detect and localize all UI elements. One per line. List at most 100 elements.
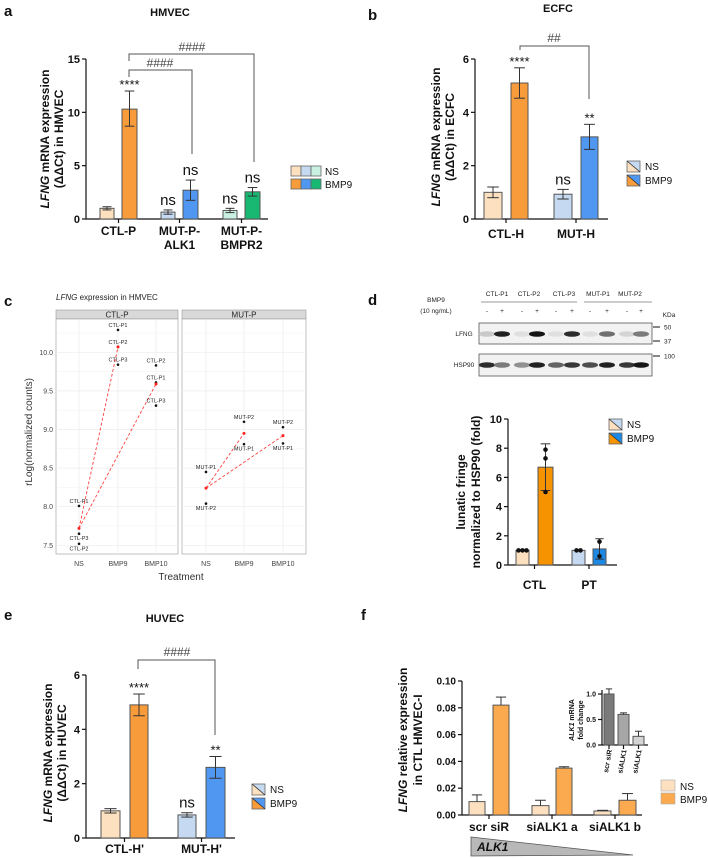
legend-swatch-diagonal [251,783,266,796]
data-point [597,553,602,559]
protein-band [494,331,510,337]
lane-treatment-sign: + [500,308,504,315]
legend-swatch [626,174,641,187]
data-point [520,548,525,553]
significance-label: **** [119,77,139,92]
legend-swatch-diagonal [626,160,641,173]
y-tick-label: 8.0 [43,504,53,511]
y-axis-label-line2: (ΔΔCt) in HUVEC [55,704,69,802]
panel-label: c [4,293,12,310]
bar-bmp9 [492,704,510,816]
data-point [154,404,158,407]
x-tick-label: siALK1 [617,749,628,774]
gradient-label: ALK1 [476,840,509,854]
group-mean-point [204,486,208,490]
legend-label: NS [627,420,641,431]
sample-group-label: MUT-P1 [586,291,610,298]
legend-swatch-diagonal [608,418,623,431]
legend: NS BMP9 [290,165,353,191]
y-tick-label: 4 [74,724,81,736]
protein-band [619,362,635,368]
y-label-text: mRNA [569,699,576,722]
lane-treatment-sign: + [570,308,574,315]
x-category-label: siALK1 b [589,820,641,834]
y-label-gene: LFNG [38,176,52,209]
x-category-label: BMPR2 [220,238,262,252]
treatment-concentration: (10 ng/mL) [420,308,451,315]
panel-label: b [368,7,377,24]
blot-row-label: HSP90 [454,362,475,369]
y-axis-label: lunatic fringe normalized to HSP90 (fold) [454,416,483,569]
legend-label: BMP9 [680,795,708,806]
lane-treatment-sign: - [555,308,557,315]
x-axis-label: Treatment [158,572,203,583]
significance-label: **** [509,54,529,69]
y-tick-label: 6 [463,54,469,66]
chart-title: HUVEC [146,613,185,625]
y-tick-label: 7.5 [43,543,53,550]
bar-bmp9 [618,799,637,816]
legend-label: NS [270,785,284,796]
chart-b: b ECFC LFNG mRNA expression (ΔΔCt) in ECFC 0… [368,3,673,241]
x-tick-label: BMP9 [108,561,127,568]
x-category-label: CTL-H' [105,842,144,856]
legend-swatch [310,178,322,190]
chart-a: a HMVEC LFNG mRNA expression (ΔΔCt) in HMVE… [4,3,353,252]
y-tick-label: 8 [496,443,502,455]
point-label: MUT-P1 [273,446,293,452]
title-text: expression in HMVEC [77,293,158,302]
protein-band [564,362,580,368]
x-category-label: MUT-H [557,227,595,241]
comparison-label: #### [179,40,206,54]
mean-trend-line [205,433,245,489]
significance-label: ns [183,162,199,179]
data-point [204,502,208,505]
chart-title: ECFC [543,3,573,15]
x-tick-label: NS [74,561,84,568]
y-tick-label: 15 [68,54,80,66]
point-label: CTL-P3 [147,399,166,405]
y-tick-label: 2 [74,779,80,791]
alk1-knockdown-gradient [470,836,634,857]
mean-trend-line [205,435,284,489]
data-point [116,328,120,332]
point-label: CTL-P1 [147,375,166,381]
bar-alk1 [603,693,615,746]
y-label-text: mRNA expression [38,70,52,176]
legend-swatch [290,165,302,177]
data-point [543,456,548,461]
x-category-label: ALK1 [164,238,196,252]
group-mean-point [77,526,81,530]
significance-label: **** [129,680,149,695]
y-axis-label: LFNG relative expression in CTL HMVEC-I [396,668,425,813]
x-category-label: MUT-P- [159,224,200,238]
y-tick-label: 9.0 [43,427,53,434]
point-label: CTL-P2 [109,340,128,346]
data-point [242,442,246,446]
y-tick-label: 0.0 [586,742,596,749]
legend-swatch-diagonal [251,797,266,810]
legend: NS BMP9 [608,418,655,445]
chart-f: f LFNG relative expression in CTL HMVEC-I 0… [361,607,708,834]
comparison-bracket [137,659,216,735]
significance-label: ns [179,795,195,812]
x-tick-label: BMP10 [272,561,295,568]
y-axis-label-line2: (ΔΔCt) in ECFC [443,93,457,181]
bar-alk1 [617,713,630,746]
y-tick-label: 10 [490,414,502,426]
chart-c: c LFNG expression in HMVECCTL-PCTL-P1CTL-… [4,293,307,583]
data-point [574,548,579,553]
legend-label: NS [645,162,659,173]
protein-band [582,331,598,337]
facet-ctl-p: CTL-P CTL-P1 CTL-P3 CTL-P2 NS CTL-P1 CTL-P2 CTL… [55,309,179,568]
y-axis-label-line1: LFNG relative expression [396,668,410,813]
bar-ns [100,810,121,839]
data-point [281,425,285,429]
data-point [516,548,521,553]
y-label-gene: LFNG [429,174,443,207]
y-tick-label: 0.02 [437,784,457,795]
y-tick-label: 0 [463,214,469,226]
x-category-label: scr siR [469,820,509,834]
title-gene: LFNG [56,293,77,302]
